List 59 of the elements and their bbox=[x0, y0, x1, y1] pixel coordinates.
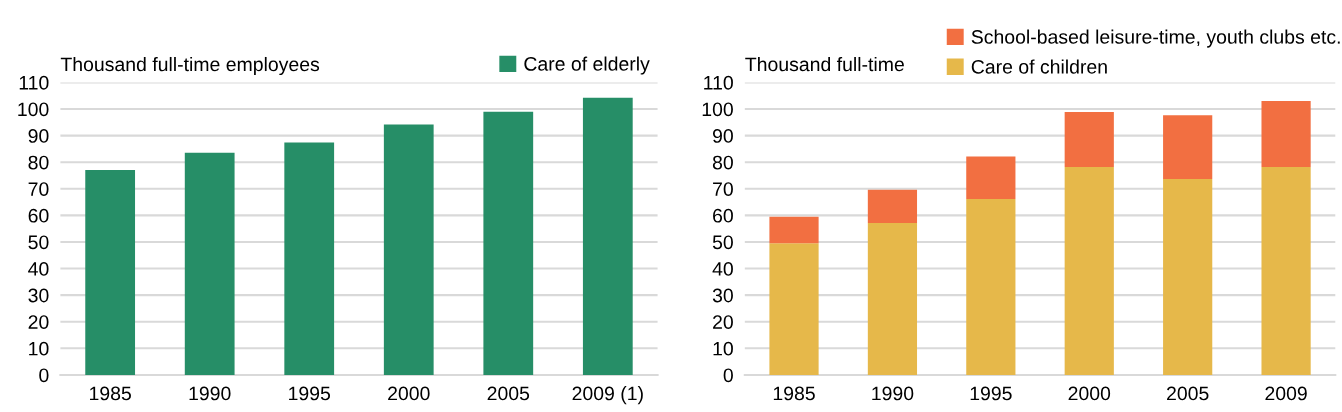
bar bbox=[582, 97, 633, 375]
y-tick-label: 0 bbox=[39, 368, 49, 383]
x-tick-label: 2005 bbox=[487, 386, 530, 401]
x-tick-label: 2009 bbox=[1265, 386, 1307, 401]
x-tick-label: 1995 bbox=[970, 386, 1012, 401]
y-tick-label: 50 bbox=[712, 235, 733, 250]
y-tick-label: 0 bbox=[723, 368, 733, 383]
y-tick-label: 30 bbox=[712, 288, 733, 303]
y-tick-label: 100 bbox=[18, 102, 49, 117]
bar bbox=[483, 111, 534, 375]
x-tick-label: 2009 (1) bbox=[572, 386, 643, 405]
y-tick-label: 30 bbox=[28, 288, 49, 303]
bar bbox=[284, 142, 335, 375]
bar bbox=[966, 198, 1016, 375]
y-tick-label: 100 bbox=[702, 102, 733, 117]
bar bbox=[867, 223, 918, 375]
y-axis-title: Thousand full-time employees bbox=[60, 56, 320, 76]
bar bbox=[966, 156, 1016, 199]
x-tick-label: 1985 bbox=[773, 386, 815, 401]
legend-label: Care of elderly bbox=[524, 56, 650, 75]
bar bbox=[769, 216, 819, 244]
y-tick-label: 70 bbox=[28, 182, 49, 197]
y-tick-label: 80 bbox=[712, 155, 733, 170]
x-tick-label: 1990 bbox=[189, 386, 231, 401]
bar bbox=[1064, 166, 1114, 375]
y-tick-label: 90 bbox=[712, 129, 733, 143]
x-tick-label: 2005 bbox=[1167, 386, 1209, 401]
bar bbox=[769, 243, 819, 375]
x-tick-label: 2000 bbox=[388, 386, 430, 401]
y-tick-label: 110 bbox=[704, 75, 733, 90]
y-tick-label: 60 bbox=[713, 208, 733, 223]
legend-label: School-based leisure-time, youth clubs etc. bbox=[971, 29, 1340, 48]
y-tick-label: 110 bbox=[19, 75, 49, 90]
bar bbox=[1064, 111, 1114, 167]
bar bbox=[1261, 101, 1311, 167]
bar bbox=[184, 152, 235, 375]
bar bbox=[85, 169, 136, 375]
x-tick-label: 1995 bbox=[289, 386, 331, 401]
y-tick-label: 20 bbox=[28, 315, 49, 329]
y-tick-label: 10 bbox=[29, 341, 49, 356]
x-tick-label: 1985 bbox=[90, 386, 131, 401]
y-tick-label: 20 bbox=[713, 315, 733, 329]
y-tick-label: 70 bbox=[713, 182, 733, 197]
x-tick-label: 2000 bbox=[1068, 386, 1111, 401]
y-tick-label: 40 bbox=[28, 262, 49, 276]
y-tick-label: 40 bbox=[712, 262, 733, 276]
bar bbox=[1163, 115, 1213, 179]
bar bbox=[867, 189, 918, 224]
y-tick-label: 50 bbox=[28, 235, 49, 250]
y-tick-label: 90 bbox=[28, 129, 49, 143]
y-tick-label: 60 bbox=[28, 208, 49, 223]
y-tick-label: 10 bbox=[713, 341, 733, 356]
y-tick-label: 80 bbox=[28, 155, 49, 170]
x-tick-label: 1990 bbox=[872, 386, 914, 401]
bar bbox=[1261, 166, 1311, 375]
legend-label: Care of children bbox=[971, 59, 1107, 74]
y-axis-title: Thousand full-time bbox=[745, 56, 904, 72]
bar bbox=[1163, 178, 1213, 375]
bar bbox=[383, 124, 434, 375]
